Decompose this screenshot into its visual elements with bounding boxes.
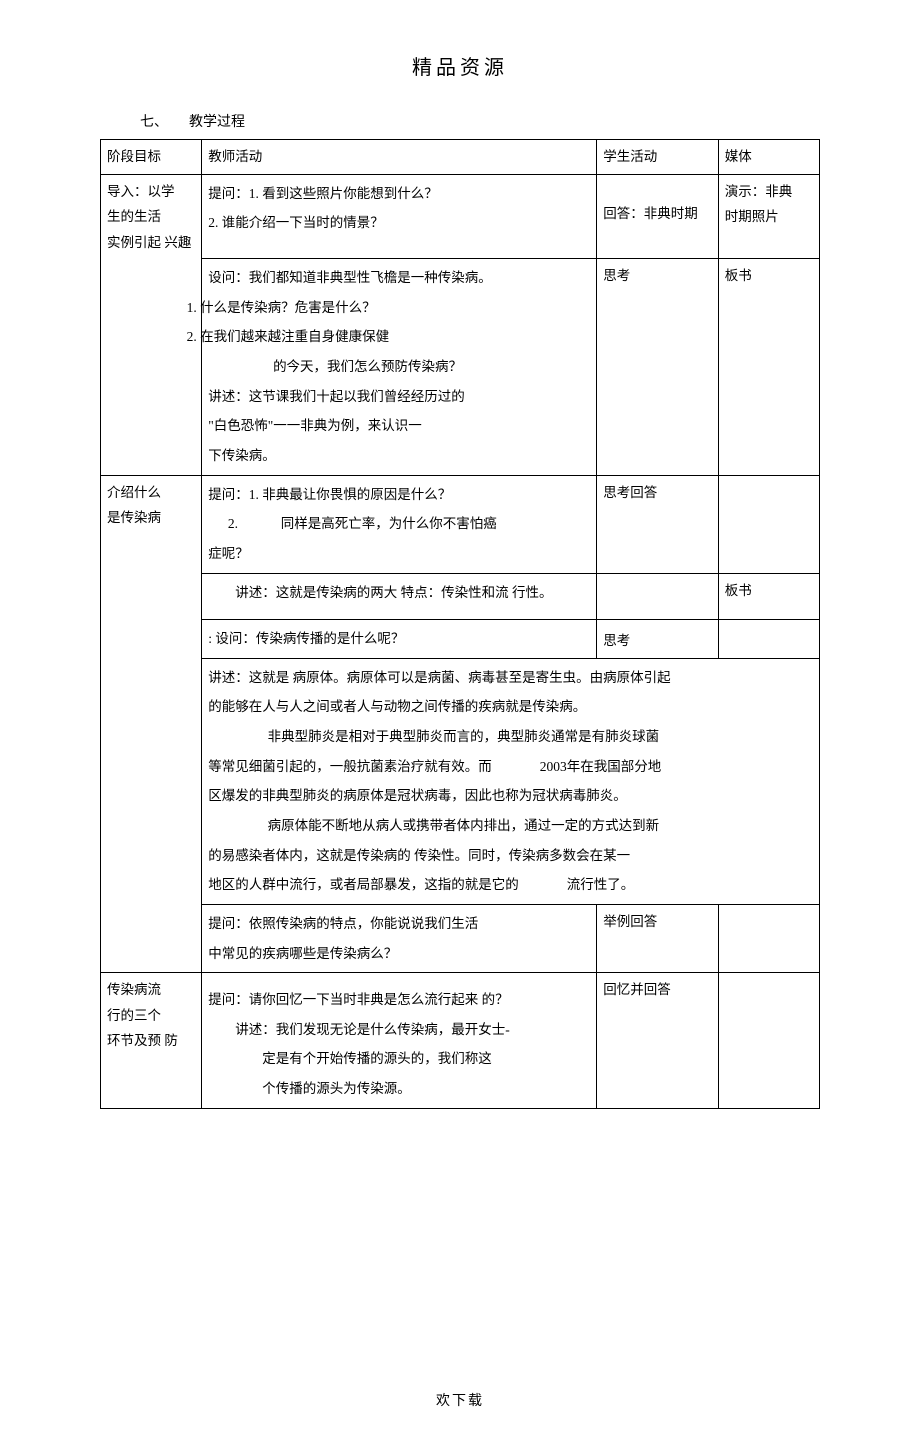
teacher-cell: 设问：我们都知道非典型性飞檐是一种传染病。 1. 什么是传染病？危害是什么？ 2… bbox=[202, 259, 597, 475]
student-cell: 举例回答 bbox=[597, 904, 719, 972]
teacher-text: 讲述：这节课我们十起以我们曾经经历过的 bbox=[208, 382, 590, 412]
col-teacher-header: 教师活动 bbox=[202, 140, 597, 175]
teacher-text: 2. 在我们越来越注重自身健康保健 bbox=[208, 322, 590, 352]
table-row: 介绍什么 是传染病 提问：1. 非典最让你畏惧的原因是什么？ 2. 同样是高死亡… bbox=[101, 475, 820, 573]
teacher-text: 地区的人群中流行，或者局部暴发，这指的就是它的流行性了。 bbox=[208, 870, 813, 900]
stage-cell-spread: 传染病流 行的三个 环节及预 防 bbox=[101, 973, 202, 1109]
teacher-text: 的易感染者体内，这就是传染病的 传染性。同时，传染病多数会在某一 bbox=[208, 841, 813, 871]
teacher-text: 区爆发的非典型肺炎的病原体是冠状病毒，因此也称为冠状病毒肺炎。 bbox=[208, 781, 813, 811]
media-cell: 板书 bbox=[718, 573, 819, 620]
teacher-text: 中常见的疾病哪些是传染病么？ bbox=[208, 939, 590, 969]
media-cell: 演示：非典 时期照片 bbox=[718, 174, 819, 258]
student-cell: 思考回答 bbox=[597, 475, 719, 573]
media-cell: 板书 bbox=[718, 259, 819, 475]
table-row: : 设问：传染病传播的是什么呢？ 思考 bbox=[101, 620, 820, 659]
media-cell bbox=[718, 973, 819, 1109]
lesson-plan-table: 阶段目标 教师活动 学生活动 媒体 导入：以学 生的生活 实例引起 兴趣 提问：… bbox=[100, 139, 820, 1109]
teacher-cell: 提问：请你回忆一下当时非典是怎么流行起来 的？ 讲述：我们发现无论是什么传染病，… bbox=[202, 973, 597, 1109]
student-text: 回答：非典时期 bbox=[603, 179, 712, 227]
student-cell: 回忆并回答 bbox=[597, 973, 719, 1109]
table-row: 讲述：这就是传染病的两大 特点：传染性和流 行性。 板书 bbox=[101, 573, 820, 620]
table-row: 提问：依照传染病的特点，你能说说我们生活 中常见的疾病哪些是传染病么？ 举例回答 bbox=[101, 904, 820, 972]
student-cell: 回答：非典时期 bbox=[597, 174, 719, 258]
teacher-cell: : 设问：传染病传播的是什么呢？ bbox=[202, 620, 597, 659]
teacher-text: : 设问：传染病传播的是什么呢？ bbox=[208, 624, 590, 654]
table-row: 传染病流 行的三个 环节及预 防 提问：请你回忆一下当时非典是怎么流行起来 的？… bbox=[101, 973, 820, 1109]
col-student-header: 学生活动 bbox=[597, 140, 719, 175]
table-row: 讲述：这就是 病原体。病原体可以是病菌、病毒甚至是寄生虫。由病原体引起 的能够在… bbox=[101, 658, 820, 904]
col-stage-header: 阶段目标 bbox=[101, 140, 202, 175]
teacher-cell: 提问：1. 非典最让你畏惧的原因是什么？ 2. 同样是高死亡率，为什么你不害怕癌… bbox=[202, 475, 597, 573]
stage-text: 是传染病 bbox=[107, 505, 195, 531]
teacher-text: 的能够在人与人之间或者人与动物之间传播的疾病就是传染病。 bbox=[208, 692, 813, 722]
teacher-text: 讲述：这就是 病原体。病原体可以是病菌、病毒甚至是寄生虫。由病原体引起 bbox=[208, 663, 813, 693]
stage-text: 导入：以学 bbox=[107, 179, 195, 205]
teacher-text: 设问：我们都知道非典型性飞檐是一种传染病。 bbox=[208, 263, 590, 293]
teacher-text: 提问：依照传染病的特点，你能说说我们生活 bbox=[208, 909, 590, 939]
student-cell bbox=[597, 573, 719, 620]
student-cell: 思考 bbox=[597, 620, 719, 659]
teacher-cell: 讲述：这就是传染病的两大 特点：传染性和流 行性。 bbox=[202, 573, 597, 620]
stage-text: 生的生活 bbox=[107, 204, 195, 230]
teacher-text: 下传染病。 bbox=[208, 441, 590, 471]
stage-text: 实例引起 兴趣 bbox=[107, 230, 195, 256]
stage-text: 环节及预 防 bbox=[107, 1028, 195, 1054]
teacher-text: 提问：1. 非典最让你畏惧的原因是什么？ bbox=[208, 480, 590, 510]
stage-text: 行的三个 bbox=[107, 1003, 195, 1029]
teacher-text: 讲述：这就是传染病的两大 特点：传染性和流 行性。 bbox=[208, 578, 590, 608]
teacher-text: 2. 谁能介绍一下当时的情景？ bbox=[208, 208, 590, 238]
section-label: 七、 教学过程 bbox=[100, 110, 820, 135]
teacher-text: 非典型肺炎是相对于典型肺炎而言的，典型肺炎通常是有肺炎球菌 bbox=[208, 722, 813, 752]
media-text: 演示：非典 bbox=[725, 179, 813, 205]
student-cell: 思考 bbox=[597, 259, 719, 475]
media-text: 时期照片 bbox=[725, 204, 813, 230]
page-header-title: 精品资源 bbox=[100, 50, 820, 86]
media-cell bbox=[718, 904, 819, 972]
stage-text: 介绍什么 bbox=[107, 480, 195, 506]
teacher-text: 2. 同样是高死亡率，为什么你不害怕癌 bbox=[208, 509, 590, 539]
teacher-text: 1. 什么是传染病？危害是什么？ bbox=[208, 293, 590, 323]
teacher-text: "白色恐怖"一一非典为例，来认识一 bbox=[208, 411, 590, 441]
media-cell bbox=[718, 475, 819, 573]
media-cell bbox=[718, 620, 819, 659]
teacher-text: 个传播的源头为传染源。 bbox=[208, 1074, 590, 1104]
stage-cell-what: 介绍什么 是传染病 bbox=[101, 475, 202, 973]
teacher-text: 症呢？ bbox=[208, 539, 590, 569]
teacher-text: 讲述：我们发现无论是什么传染病，最开女士- bbox=[208, 1015, 590, 1045]
teacher-text: 提问：1. 看到这些照片你能想到什么？ bbox=[208, 179, 590, 209]
page-footer: 欢下载 bbox=[100, 1389, 820, 1414]
teacher-cell: 提问：依照传染病的特点，你能说说我们生活 中常见的疾病哪些是传染病么？ bbox=[202, 904, 597, 972]
table-row: 设问：我们都知道非典型性飞檐是一种传染病。 1. 什么是传染病？危害是什么？ 2… bbox=[101, 259, 820, 475]
teacher-text: 定是有个开始传播的源头的，我们称这 bbox=[208, 1044, 590, 1074]
stage-text: 传染病流 bbox=[107, 977, 195, 1003]
table-header-row: 阶段目标 教师活动 学生活动 媒体 bbox=[101, 140, 820, 175]
col-media-header: 媒体 bbox=[718, 140, 819, 175]
teacher-text: 等常见细菌引起的，一般抗菌素治疗就有效。而2003年在我国部分地 bbox=[208, 752, 813, 782]
teacher-text: 提问：请你回忆一下当时非典是怎么流行起来 的？ bbox=[208, 985, 590, 1015]
teacher-cell-span: 讲述：这就是 病原体。病原体可以是病菌、病毒甚至是寄生虫。由病原体引起 的能够在… bbox=[202, 658, 820, 904]
teacher-text: 的今天，我们怎么预防传染病？ bbox=[208, 352, 590, 382]
teacher-cell: 提问：1. 看到这些照片你能想到什么？ 2. 谁能介绍一下当时的情景？ bbox=[202, 174, 597, 258]
teacher-text: 病原体能不断地从病人或携带者体内排出，通过一定的方式达到新 bbox=[208, 811, 813, 841]
table-row: 导入：以学 生的生活 实例引起 兴趣 提问：1. 看到这些照片你能想到什么？ 2… bbox=[101, 174, 820, 258]
